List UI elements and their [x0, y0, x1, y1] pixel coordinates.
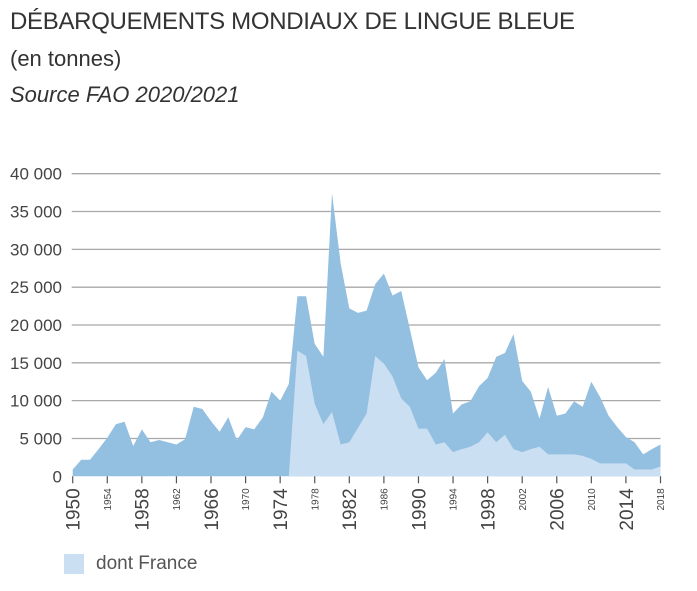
- x-tick-label-major: 1998: [478, 488, 499, 530]
- area-france: [72, 350, 661, 477]
- chart-subtitle: (en tonnes): [10, 46, 122, 71]
- x-tick-label-minor: 1954: [103, 488, 114, 511]
- legend-label-france: dont France: [96, 553, 198, 574]
- x-tick-label-minor: 1962: [172, 488, 183, 511]
- chart-title: DÉBARQUEMENTS MONDIAUX DE LINGUE BLEUE: [10, 8, 575, 35]
- x-tick-label-major: 1990: [409, 488, 430, 530]
- y-tick-label: 0: [53, 467, 62, 486]
- chart-source: Source FAO 2020/2021: [10, 82, 240, 107]
- x-tick-label-minor: 1978: [310, 488, 321, 511]
- y-tick-label: 30 000: [10, 240, 62, 259]
- x-tick-label-major: 2014: [617, 488, 638, 531]
- x-tick-label-minor: 2002: [518, 488, 529, 511]
- x-tick-label-minor: 1994: [449, 488, 460, 511]
- y-tick-label: 40 000: [10, 165, 62, 184]
- y-tick-label: 35 000: [10, 203, 62, 222]
- x-tick-label-minor: 2010: [587, 488, 598, 511]
- x-tick-label-major: 1958: [133, 488, 154, 530]
- y-tick-label: 20 000: [10, 316, 62, 335]
- x-tick-label-major: 1950: [64, 488, 85, 530]
- y-tick-label: 10 000: [10, 392, 62, 411]
- legend: dont France: [64, 553, 197, 575]
- x-tick-label-minor: 1986: [379, 488, 390, 511]
- x-tick-label-minor: 2018: [656, 488, 667, 511]
- y-tick-label: 5 000: [19, 429, 62, 448]
- x-tick-label-major: 1974: [271, 488, 292, 531]
- x-tick-label-minor: 1970: [241, 488, 252, 511]
- y-tick-label: 25 000: [10, 278, 62, 297]
- x-tick-label-major: 1966: [202, 488, 223, 530]
- y-tick-label: 15 000: [10, 354, 62, 373]
- legend-swatch-france: [64, 554, 84, 574]
- area-total: [72, 193, 661, 477]
- x-tick-label-major: 1982: [340, 488, 361, 530]
- x-tick-label-major: 2006: [548, 488, 569, 530]
